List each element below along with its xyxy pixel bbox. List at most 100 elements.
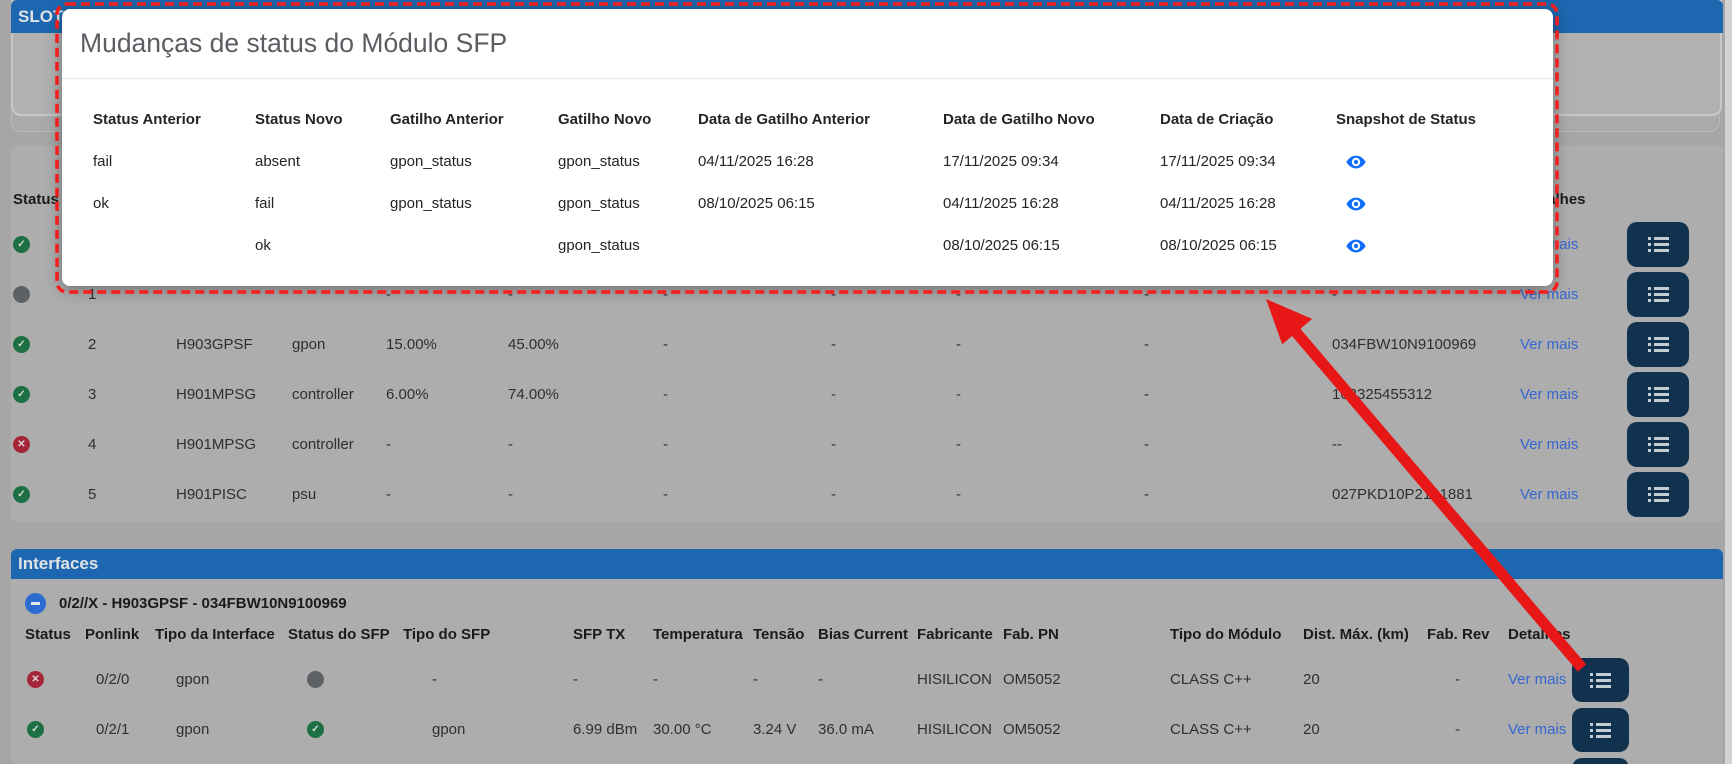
- col-tipo-modulo: Tipo do Módulo: [1170, 626, 1282, 643]
- slot-section-title: SLOT: [18, 7, 64, 26]
- serial-number: 102325455312: [1332, 386, 1433, 403]
- eye-icon: [1346, 155, 1366, 169]
- col-detalhes: Detalhes: [1508, 626, 1571, 643]
- serial-number: 034FBW10N9100969: [1332, 336, 1477, 353]
- view-snapshot-button[interactable]: [1345, 151, 1367, 173]
- details-list-button[interactable]: [1627, 222, 1689, 267]
- minus-icon: [31, 602, 40, 605]
- slot-number: 1: [88, 286, 97, 303]
- slot-number: 4: [88, 436, 97, 453]
- table-row: ✓ 3 H901MPSG controller 6.00% 74.00% - -…: [0, 372, 1732, 418]
- status-ok-icon: ✓: [27, 721, 44, 738]
- modal-header: Mudanças de status do Módulo SFP: [62, 9, 1553, 79]
- card-type: controller: [292, 436, 354, 453]
- table-row: ✕ 0/2/0 gpon - - - - - HISILICON OM5052 …: [0, 657, 1732, 703]
- interface-group-header: 0/2//X - H903GPSF - 034FBW10N9100969: [0, 590, 1732, 618]
- modal-col-data-gatilho-anterior: Data de Gatilho Anterior: [698, 111, 870, 128]
- view-snapshot-button[interactable]: [1345, 193, 1367, 215]
- details-list-button[interactable]: [1627, 472, 1689, 517]
- status-ok-icon: ✓: [13, 336, 30, 353]
- col-status-sfp: Status do SFP: [288, 626, 390, 643]
- sfp-status-unknown-icon: [307, 671, 324, 688]
- collapse-button[interactable]: [25, 593, 46, 614]
- serial-number: -: [1332, 286, 1337, 303]
- sfp-status-changes-modal: Mudanças de status do Módulo SFP Status …: [62, 9, 1553, 286]
- interfaces-table-header: Status Ponlink Tipo da Interface Status …: [0, 622, 1732, 648]
- slot-number: 3: [88, 386, 97, 403]
- ver-mais-link[interactable]: Ver mais: [1520, 486, 1579, 503]
- details-list-button[interactable]: [1572, 758, 1629, 764]
- interface-group-label: 0/2//X - H903GPSF - 034FBW10N9100969: [59, 595, 347, 612]
- table-row: ✕ 4 H901MPSG controller - - - - - - -- V…: [0, 422, 1732, 468]
- details-list-button[interactable]: [1627, 272, 1689, 317]
- modal-col-status-anterior: Status Anterior: [93, 111, 201, 128]
- status-ok-icon: ✓: [13, 486, 30, 503]
- details-list-button[interactable]: [1627, 422, 1689, 467]
- col-temperatura: Temperatura: [653, 626, 743, 643]
- table-row: ✓ 5 H901PISC psu - - - - - - 027PKD10P21…: [0, 472, 1732, 518]
- card-type: psu: [292, 486, 317, 503]
- modal-col-gatilho-anterior: Gatilho Anterior: [390, 111, 504, 128]
- modal-col-data-gatilho-novo: Data de Gatilho Novo: [943, 111, 1095, 128]
- status-unknown-icon: [13, 286, 30, 303]
- list-icon: [1647, 387, 1669, 390]
- slot-number: 5: [88, 486, 97, 503]
- details-list-button[interactable]: [1572, 708, 1629, 752]
- ver-mais-link[interactable]: Ver mais: [1520, 436, 1579, 453]
- list-icon: [1590, 722, 1611, 726]
- col-status: Status: [25, 626, 71, 643]
- col-bias: Bias Current: [818, 626, 909, 643]
- col-fab-pn: Fab. PN: [1003, 626, 1059, 643]
- modal-table-row: ok fail gpon_status gpon_status 08/10/20…: [62, 190, 1553, 218]
- ponlink: 0/2/1: [96, 721, 130, 738]
- details-list-button[interactable]: [1572, 658, 1629, 702]
- list-icon: [1647, 437, 1669, 440]
- card-model: H901MPSG: [176, 386, 257, 403]
- view-snapshot-button[interactable]: [1345, 235, 1367, 257]
- scrollbar[interactable]: [1725, 0, 1732, 764]
- details-list-button[interactable]: [1627, 322, 1689, 367]
- serial-number: 027PKD10P2101881: [1332, 486, 1473, 503]
- list-icon: [1647, 237, 1669, 240]
- col-tensao: Tensão: [753, 626, 805, 643]
- ver-mais-link[interactable]: Ver mais: [1508, 671, 1567, 688]
- modal-table-row: fail absent gpon_status gpon_status 04/1…: [62, 148, 1553, 176]
- details-list-button[interactable]: [1627, 372, 1689, 417]
- ver-mais-link[interactable]: Ver mais: [1520, 336, 1579, 353]
- card-model: H903GPSF: [176, 336, 253, 353]
- col-tipo-interface: Tipo da Interface: [155, 626, 275, 643]
- interfaces-section-title: Interfaces: [18, 554, 99, 573]
- status-ok-icon: ✓: [13, 386, 30, 403]
- card-type: controller: [292, 386, 354, 403]
- slot-number: 2: [88, 336, 97, 353]
- card-model: H901MPSG: [176, 436, 257, 453]
- col-fab-rev: Fab. Rev: [1427, 626, 1490, 643]
- modal-col-data-criacao: Data de Criação: [1160, 111, 1274, 128]
- list-icon: [1647, 487, 1669, 490]
- eye-icon: [1346, 197, 1366, 211]
- slot-col-status: Status: [13, 191, 59, 208]
- card-type: gpon: [292, 336, 326, 353]
- col-ponlink: Ponlink: [85, 626, 140, 643]
- modal-col-snapshot: Snapshot de Status: [1336, 111, 1477, 128]
- col-tipo-sfp: Tipo do SFP: [403, 626, 491, 643]
- modal-title: Mudanças de status do Módulo SFP: [80, 28, 508, 58]
- serial-number: --: [1332, 436, 1342, 453]
- ponlink: 0/2/0: [96, 671, 130, 688]
- col-dist-max: Dist. Máx. (km): [1303, 626, 1409, 643]
- table-row: ✓ 0/2/1 gpon ✓ gpon 6.99 dBm 30.00 °C 3.…: [0, 707, 1732, 753]
- list-icon: [1647, 287, 1669, 290]
- table-row: ✓ 2 H903GPSF gpon 15.00% 45.00% - - - - …: [0, 322, 1732, 368]
- interfaces-section-bar: Interfaces: [11, 549, 1723, 579]
- modal-col-gatilho-novo: Gatilho Novo: [558, 111, 652, 128]
- status-ok-icon: ✓: [13, 236, 30, 253]
- modal-table-row: ok gpon_status 08/10/2025 06:15 08/10/20…: [62, 232, 1553, 260]
- ver-mais-link[interactable]: Ver mais: [1508, 721, 1567, 738]
- list-icon: [1590, 672, 1611, 676]
- ver-mais-link[interactable]: Ver mais: [1520, 386, 1579, 403]
- col-sfp-tx: SFP TX: [573, 626, 626, 643]
- card-model: H901PISC: [176, 486, 247, 503]
- sfp-status-ok-icon: ✓: [307, 721, 324, 738]
- modal-col-status-novo: Status Novo: [255, 111, 343, 128]
